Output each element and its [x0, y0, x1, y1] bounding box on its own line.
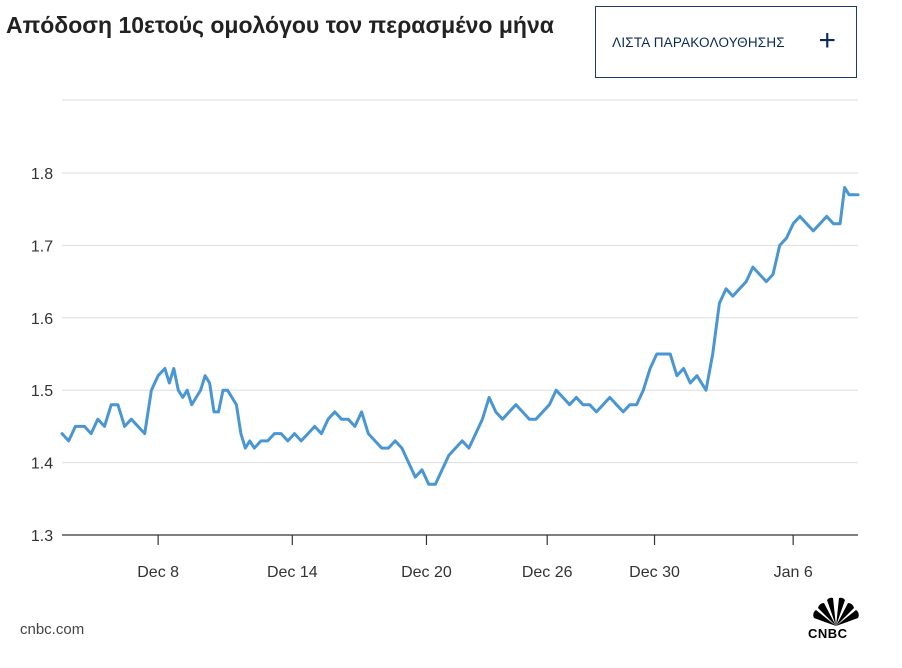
peacock-icon — [813, 597, 859, 626]
y-tick-label: 1.3 — [31, 528, 53, 545]
y-tick-label: 1.8 — [31, 166, 53, 183]
x-tick-label: Dec 26 — [522, 564, 573, 581]
watchlist-button-label: ΛΙΣΤΑ ΠΑΡΑΚΟΛΟΥΘΗΣΗΣ — [612, 34, 785, 50]
x-tick-label: Dec 20 — [401, 564, 452, 581]
y-tick-label: 1.4 — [31, 456, 53, 473]
plus-icon: + — [818, 24, 836, 57]
x-tick-label: Dec 14 — [267, 564, 318, 581]
y-tick-label: 1.5 — [31, 383, 53, 400]
x-tick-label: Dec 30 — [629, 564, 680, 581]
y-tick-label: 1.7 — [31, 238, 53, 255]
source-label: cnbc.com — [20, 621, 85, 638]
y-tick-label: 1.6 — [31, 311, 53, 328]
cnbc-logo-text: CNBC — [808, 626, 848, 641]
yield-series-line — [60, 186, 860, 486]
chart-title: Απόδοση 10ετούς ομολόγου τον περασμένο μ… — [6, 12, 554, 38]
add-to-watchlist-button[interactable]: ΛΙΣΤΑ ΠΑΡΑΚΟΛΟΥΘΗΣΗΣ + — [595, 6, 857, 78]
x-tick-label: Dec 8 — [137, 564, 179, 581]
x-tick-label: Jan 6 — [774, 564, 813, 581]
